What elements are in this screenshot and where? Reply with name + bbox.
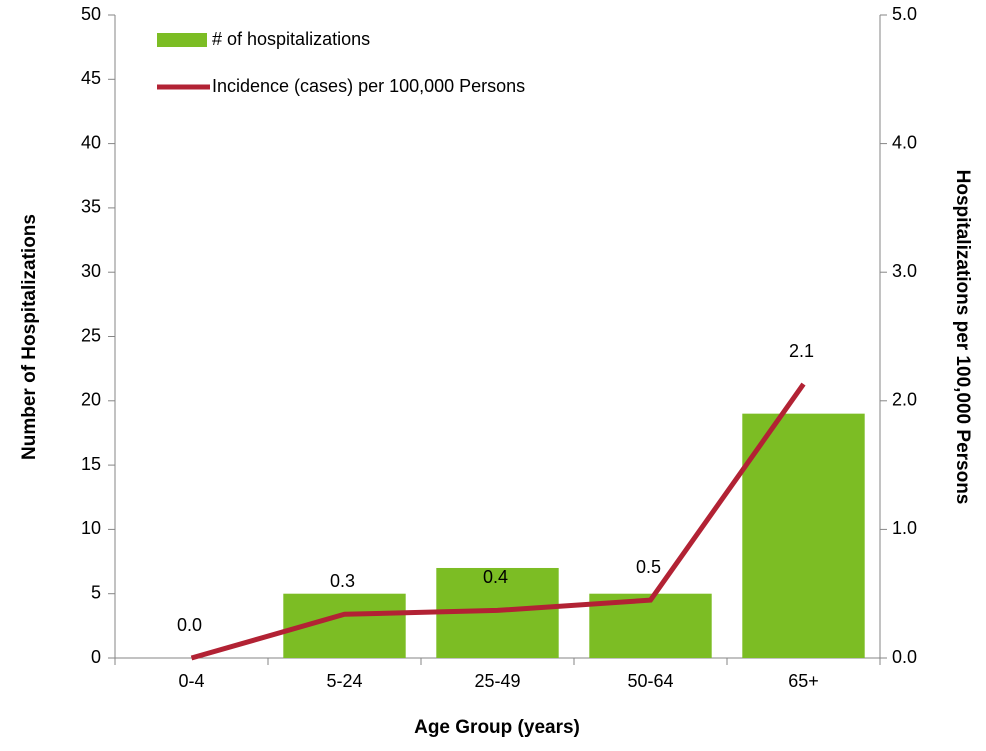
- x-tick-label: 65+: [788, 671, 819, 691]
- y-tick-label: 15: [81, 454, 101, 474]
- y2-tick-label: 3.0: [892, 261, 917, 281]
- x-tick-label: 25-49: [474, 671, 520, 691]
- y2-tick-label: 0.0: [892, 647, 917, 667]
- data-label: 0.5: [636, 557, 661, 577]
- y-tick-label: 50: [81, 4, 101, 24]
- y-tick-label: 45: [81, 68, 101, 88]
- legend-swatch: [157, 33, 207, 47]
- y-tick-label: 20: [81, 390, 101, 410]
- y2-tick-label: 5.0: [892, 4, 917, 24]
- y-tick-label: 10: [81, 518, 101, 538]
- data-label: 0.3: [330, 571, 355, 591]
- y2-tick-label: 4.0: [892, 132, 917, 152]
- legend-label: # of hospitalizations: [212, 29, 370, 49]
- data-label: 2.1: [789, 341, 814, 361]
- x-tick-label: 50-64: [627, 671, 673, 691]
- bar: [742, 413, 865, 658]
- data-label: 0.0: [177, 615, 202, 635]
- y-tick-label: 40: [81, 132, 101, 152]
- legend-label: Incidence (cases) per 100,000 Persons: [212, 76, 525, 96]
- x-tick-label: 0-4: [178, 671, 204, 691]
- y-tick-label: 30: [81, 261, 101, 281]
- y-tick-label: 25: [81, 325, 101, 345]
- y-tick-label: 35: [81, 197, 101, 217]
- y-axis-title: Number of Hospitalizations: [19, 214, 40, 460]
- data-label: 0.4: [483, 567, 508, 587]
- y2-tick-label: 2.0: [892, 390, 917, 410]
- x-axis-title: Age Group (years): [414, 717, 580, 738]
- y-tick-label: 0: [91, 647, 101, 667]
- y2-axis-title: Hospitalizations per 100,000 Persons: [952, 170, 973, 505]
- y-tick-label: 5: [91, 582, 101, 602]
- line: [190, 382, 806, 661]
- y2-tick-label: 1.0: [892, 518, 917, 538]
- x-tick-label: 5-24: [326, 671, 362, 691]
